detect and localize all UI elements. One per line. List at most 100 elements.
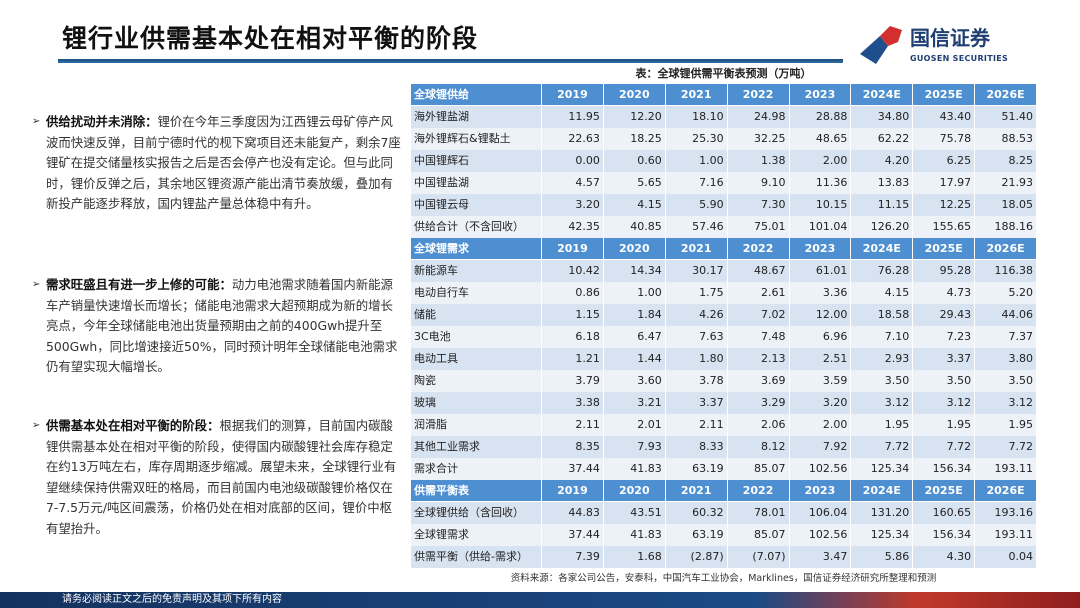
table-cell: 3.79 [542, 370, 603, 392]
guosen-logo: 国信证券 GUOSEN SECURITIES [858, 24, 1048, 68]
table-cell: 41.83 [603, 458, 665, 480]
table-cell: 0.00 [542, 150, 603, 172]
year-header: 2024E [851, 480, 913, 502]
table-cell: 6.47 [603, 326, 665, 348]
table-cell: 2.06 [727, 414, 789, 436]
table-cell: 1.84 [603, 304, 665, 326]
table-cell: 7.30 [727, 194, 789, 216]
table-cell: 41.83 [603, 524, 665, 546]
table-cell: 8.35 [542, 436, 603, 458]
table-cell: 75.01 [727, 216, 789, 238]
table-cell: 1.80 [665, 348, 727, 370]
table-cell: 44.83 [542, 502, 603, 524]
table-cell: 42.35 [542, 216, 603, 238]
table-cell: 6.25 [913, 150, 975, 172]
table-row: 全球锂需求 37.44 41.83 63.19 85.07 102.56 125.34 156… [411, 524, 1036, 546]
table-cell: 30.17 [665, 260, 727, 282]
table-cell: 13.83 [851, 172, 913, 194]
year-header: 2020 [603, 480, 665, 502]
table-cell: 1.21 [542, 348, 603, 370]
row-label: 电动工具 [411, 348, 541, 370]
table-cell: 7.16 [665, 172, 727, 194]
bullet-heading: 供给扰动并未消除： [46, 114, 158, 129]
year-header: 2019 [542, 480, 603, 502]
table-row: 其他工业需求 8.35 7.93 8.33 8.12 7.92 7.72 7.72 7.72 [411, 436, 1036, 458]
row-label: 全球锂需求 [411, 524, 541, 546]
table-cell: 3.37 [913, 348, 975, 370]
table-cell: 11.15 [851, 194, 913, 216]
row-label: 电动自行车 [411, 282, 541, 304]
table-cell: (7.07) [727, 546, 789, 568]
table-cell: 2.13 [727, 348, 789, 370]
row-label: 3C电池 [411, 326, 541, 348]
logo-text-cn: 国信证券 [910, 26, 990, 50]
row-label: 润滑脂 [411, 414, 541, 436]
table-cell: 3.21 [603, 392, 665, 414]
table-cell: 3.12 [975, 392, 1036, 414]
bullet-text: 动力电池需求随着国内新能源车产销量快速增长而增长；储能电池需求大超预期成为新的增… [46, 277, 398, 375]
row-label: 中国锂辉石 [411, 150, 541, 172]
table-cell: 125.34 [851, 524, 913, 546]
footer-disclaimer: 请务必阅读正文之后的免责声明及其项下所有内容 [62, 594, 282, 605]
bullet-demand: ➢ 需求旺盛且有进一步上修的可能：动力电池需求随着国内新能源车产销量快速增长而增… [32, 275, 402, 378]
table-cell: 5.20 [975, 282, 1036, 304]
row-label: 陶瓷 [411, 370, 541, 392]
table-cell: 37.44 [542, 458, 603, 480]
table-cell: 3.38 [542, 392, 603, 414]
table-cell: 37.44 [542, 524, 603, 546]
table-cell: 101.04 [789, 216, 851, 238]
table-cell: 4.15 [603, 194, 665, 216]
table-cell: 2.00 [789, 414, 851, 436]
table-cell: 88.53 [975, 128, 1036, 150]
table-row: 中国锂盐湖 4.57 5.65 7.16 9.10 11.36 13.83 17.97 21.9… [411, 172, 1036, 194]
row-label: 新能源车 [411, 260, 541, 282]
table-cell: 7.37 [975, 326, 1036, 348]
year-header: 2023 [789, 238, 851, 260]
logo-text-en: GUOSEN SECURITIES [910, 54, 1009, 63]
table-row: 海外锂盐湖 11.95 12.20 18.10 24.98 28.88 34.80 43.40… [411, 106, 1036, 128]
table-cell: 2.11 [542, 414, 603, 436]
table-cell: 34.80 [851, 106, 913, 128]
table-cell: 126.20 [851, 216, 913, 238]
table-cell: 160.65 [913, 502, 975, 524]
table-cell: 17.97 [913, 172, 975, 194]
table-cell: 18.25 [603, 128, 665, 150]
table-cell: 43.40 [913, 106, 975, 128]
table-cell: 85.07 [727, 524, 789, 546]
table-cell: 4.30 [913, 546, 975, 568]
bullet-heading: 需求旺盛且有进一步上修的可能： [46, 277, 232, 292]
table-cell: 193.11 [975, 458, 1036, 480]
table-row: 新能源车 10.42 14.34 30.17 48.67 61.01 76.28 95.28 1… [411, 260, 1036, 282]
table-cell: 75.78 [913, 128, 975, 150]
table-cell: 8.12 [727, 436, 789, 458]
table-cell: 0.04 [975, 546, 1036, 568]
table-cell: 188.16 [975, 216, 1036, 238]
lithium-balance-table: 全球锂供给 2019 2020 2021 2022 2023 2024E 2025E 2026E… [410, 84, 1037, 568]
table-cell: 7.63 [665, 326, 727, 348]
year-header: 2026E [975, 84, 1036, 106]
table-cell: 29.43 [913, 304, 975, 326]
table-cell: 1.38 [727, 150, 789, 172]
arrow-bullet-icon: ➢ [32, 420, 41, 431]
row-label: 中国锂盐湖 [411, 172, 541, 194]
year-header: 2024E [851, 238, 913, 260]
arrow-bullet-icon: ➢ [32, 279, 41, 290]
table-cell: 62.22 [851, 128, 913, 150]
table-cell: 2.01 [603, 414, 665, 436]
table-cell: 7.72 [913, 436, 975, 458]
table-cell: 18.10 [665, 106, 727, 128]
year-header: 2025E [913, 480, 975, 502]
bullet-balance: ➢ 供需基本处在相对平衡的阶段：根据我们的测算，目前国内碳酸锂供需基本处在相对平… [32, 416, 402, 540]
year-header: 2021 [665, 84, 727, 106]
table-cell: 7.72 [975, 436, 1036, 458]
row-label: 其他工业需求 [411, 436, 541, 458]
year-header: 2021 [665, 238, 727, 260]
bullet-heading: 供需基本处在相对平衡的阶段： [46, 418, 220, 433]
table-cell: 3.20 [542, 194, 603, 216]
table-cell: 1.00 [603, 282, 665, 304]
table-cell: (2.87) [665, 546, 727, 568]
table-cell: 193.16 [975, 502, 1036, 524]
table-cell: 14.34 [603, 260, 665, 282]
table-cell: 32.25 [727, 128, 789, 150]
arrow-bullet-icon: ➢ [32, 116, 41, 127]
